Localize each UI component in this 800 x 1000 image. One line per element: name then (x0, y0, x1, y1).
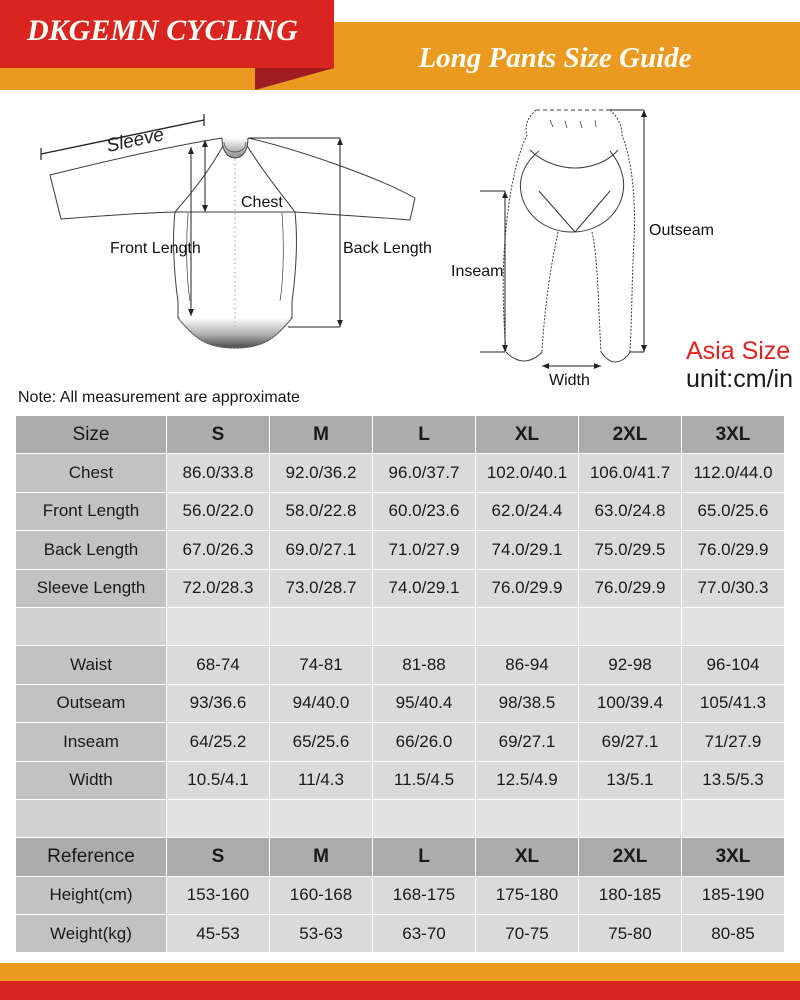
svg-text:Width: Width (549, 372, 590, 389)
svg-text:Outseam: Outseam (649, 222, 714, 239)
svg-text:Sleeve: Sleeve (105, 124, 166, 157)
svg-text:Inseam: Inseam (451, 263, 503, 280)
svg-text:Back Length: Back Length (343, 240, 432, 257)
svg-text:Chest: Chest (241, 194, 283, 211)
svg-text:Front Length: Front Length (110, 240, 201, 257)
